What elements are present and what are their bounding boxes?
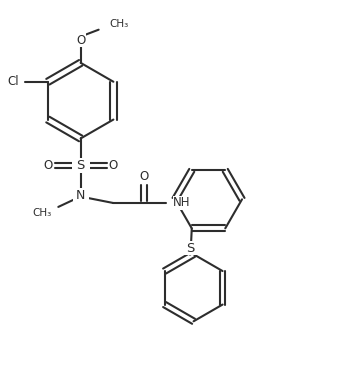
Text: Cl: Cl [7,75,19,88]
Text: O: O [44,159,53,172]
Text: S: S [77,159,85,172]
Text: CH₃: CH₃ [33,208,52,218]
FancyBboxPatch shape [72,158,90,173]
Text: O: O [76,34,85,47]
Text: S: S [186,242,194,255]
Text: CH₃: CH₃ [110,19,129,29]
FancyBboxPatch shape [182,242,198,255]
Text: NH: NH [173,196,191,210]
Text: N: N [76,189,85,201]
Text: O: O [109,159,118,172]
FancyBboxPatch shape [73,189,89,201]
Text: O: O [139,170,148,183]
